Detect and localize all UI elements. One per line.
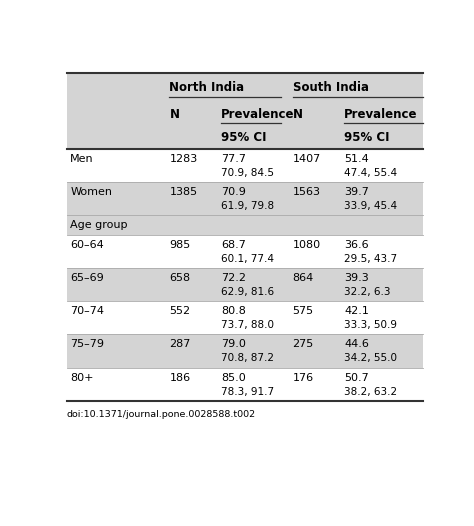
Text: 85.0: 85.0	[221, 372, 246, 382]
Text: Women: Women	[70, 187, 112, 197]
Text: 80.8: 80.8	[221, 306, 246, 316]
Text: 80+: 80+	[70, 372, 94, 382]
Bar	[66, 127, 423, 149]
Text: 39.3: 39.3	[344, 273, 369, 283]
Bar	[66, 368, 423, 401]
Text: 1080: 1080	[292, 240, 320, 250]
Text: 864: 864	[292, 273, 314, 283]
Text: 95% CI: 95% CI	[344, 132, 390, 144]
Text: 44.6: 44.6	[344, 339, 369, 349]
Text: 60.1, 77.4: 60.1, 77.4	[221, 254, 274, 264]
Bar	[66, 182, 423, 216]
Text: 1407: 1407	[292, 154, 321, 164]
Text: 36.6: 36.6	[344, 240, 369, 250]
Text: 29.5, 43.7: 29.5, 43.7	[344, 254, 397, 264]
Text: 50.7: 50.7	[344, 372, 369, 382]
Text: South India: South India	[292, 82, 368, 94]
Text: 51.4: 51.4	[344, 154, 369, 164]
Text: doi:10.1371/journal.pone.0028588.t002: doi:10.1371/journal.pone.0028588.t002	[66, 410, 255, 419]
Text: Prevalence: Prevalence	[221, 108, 294, 121]
Text: 42.1: 42.1	[344, 306, 369, 316]
Text: 39.7: 39.7	[344, 187, 369, 197]
Text: 985: 985	[169, 240, 191, 250]
Bar	[66, 103, 423, 127]
Text: 287: 287	[169, 339, 191, 349]
Text: 33.3, 50.9: 33.3, 50.9	[344, 320, 397, 330]
Text: 33.9, 45.4: 33.9, 45.4	[344, 201, 397, 211]
Text: 62.9, 81.6: 62.9, 81.6	[221, 287, 274, 297]
Text: 34.2, 55.0: 34.2, 55.0	[344, 353, 397, 363]
Text: 75–79: 75–79	[70, 339, 104, 349]
Text: 38.2, 63.2: 38.2, 63.2	[344, 387, 397, 397]
Text: 70–74: 70–74	[70, 306, 104, 316]
Text: 70.9, 84.5: 70.9, 84.5	[221, 168, 274, 178]
Bar	[66, 73, 423, 103]
Text: 70.9: 70.9	[221, 187, 246, 197]
Text: 32.2, 6.3: 32.2, 6.3	[344, 287, 391, 297]
Text: 275: 275	[292, 339, 314, 349]
Bar	[66, 268, 423, 301]
Bar	[66, 335, 423, 368]
Text: 72.2: 72.2	[221, 273, 246, 283]
Text: 575: 575	[292, 306, 314, 316]
Text: 70.8, 87.2: 70.8, 87.2	[221, 353, 274, 363]
Text: 79.0: 79.0	[221, 339, 246, 349]
Text: 60–64: 60–64	[70, 240, 104, 250]
Text: 68.7: 68.7	[221, 240, 246, 250]
Text: North India: North India	[169, 82, 245, 94]
Text: 1563: 1563	[292, 187, 320, 197]
Text: 65–69: 65–69	[70, 273, 104, 283]
Text: 658: 658	[169, 273, 191, 283]
Text: 1283: 1283	[169, 154, 198, 164]
Text: 95% CI: 95% CI	[221, 132, 266, 144]
Text: 47.4, 55.4: 47.4, 55.4	[344, 168, 397, 178]
Text: 73.7, 88.0: 73.7, 88.0	[221, 320, 274, 330]
Text: 61.9, 79.8: 61.9, 79.8	[221, 201, 274, 211]
Bar	[66, 235, 423, 268]
Text: Prevalence: Prevalence	[344, 108, 418, 121]
Text: Age group: Age group	[70, 220, 128, 230]
Text: 1385: 1385	[169, 187, 198, 197]
Text: Men: Men	[70, 154, 94, 164]
Text: 78.3, 91.7: 78.3, 91.7	[221, 387, 274, 397]
Bar	[66, 301, 423, 335]
Text: 186: 186	[169, 372, 191, 382]
Text: N: N	[169, 108, 180, 121]
Bar	[66, 216, 423, 235]
Text: 77.7: 77.7	[221, 154, 246, 164]
Text: 552: 552	[169, 306, 191, 316]
Bar	[66, 149, 423, 182]
Text: 176: 176	[292, 372, 314, 382]
Text: N: N	[292, 108, 302, 121]
